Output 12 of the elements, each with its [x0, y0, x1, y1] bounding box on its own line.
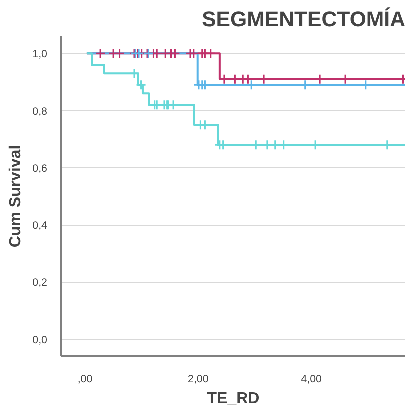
chart-title: SEGMENTECTOMÍA	[202, 8, 405, 32]
x-axis-title: TE_RD	[207, 390, 260, 408]
y-tick-label: 1,0	[32, 48, 48, 61]
y-axis-title: Cum Survival	[8, 145, 25, 248]
y-tick-label: 0,6	[32, 162, 48, 175]
x-tick-label: 4,00	[301, 374, 322, 386]
x-tick-label: 2,00	[188, 374, 209, 386]
y-tick-label: 0,0	[32, 334, 48, 346]
y-tick-label: 0,8	[32, 106, 48, 118]
x-tick-label: ,00	[78, 374, 93, 386]
y-tick-label: 0,2	[32, 277, 48, 290]
y-tick-label: 0,4	[32, 220, 48, 232]
